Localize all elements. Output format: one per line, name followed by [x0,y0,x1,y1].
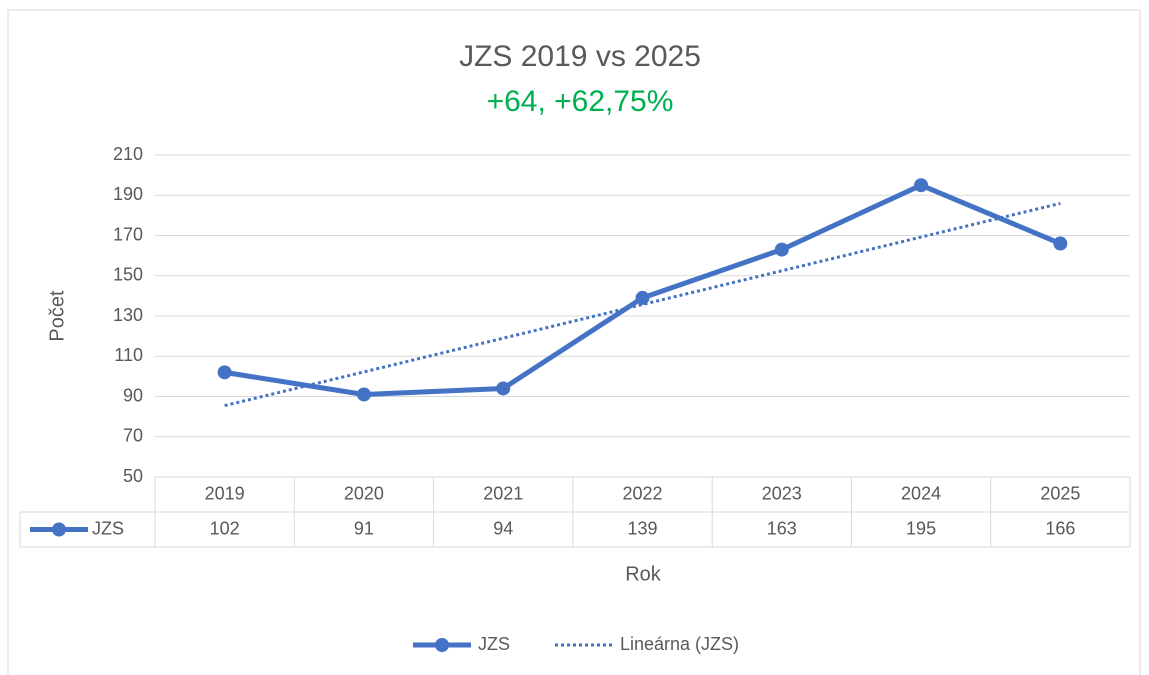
point [496,381,511,396]
x-tick-label: 2019 [205,483,245,503]
table-value: 91 [354,518,374,538]
chart-subtitle: +64, +62,75% [487,85,674,118]
x-axis-label: Rok [625,563,662,585]
y-tick-label: 150 [113,265,143,285]
y-axis-label: Počet [46,290,68,342]
y-tick-label: 170 [113,224,143,244]
y-tick-label: 90 [123,385,143,405]
y-tick-label: 50 [123,466,143,486]
trendline [224,201,1061,408]
x-tick-label: 2023 [762,483,802,503]
chart-title: JZS 2019 vs 2025 [459,40,701,73]
table-value: 139 [627,518,657,538]
table-value: 195 [906,518,936,538]
x-tick-label: 2024 [901,483,941,503]
y-tick-label: 190 [113,184,143,204]
x-tick-label: 2025 [1040,483,1080,503]
y-tick-label: 130 [113,305,143,325]
point [356,387,371,402]
point [1053,236,1068,251]
table-value: 102 [210,518,240,538]
table-series-name: JZS [92,518,124,538]
y-tick-label: 210 [113,144,143,164]
legend-label: Lineárna (JZS) [620,634,739,654]
point [217,365,232,380]
table-value: 94 [493,518,513,538]
point [774,242,789,257]
table-value: 166 [1045,518,1075,538]
x-tick-label: 2021 [483,483,523,503]
legend-key-marker [435,638,449,652]
table-value: 163 [767,518,797,538]
x-tick-label: 2022 [622,483,662,503]
y-tick-label: 70 [123,426,143,446]
y-tick-label: 110 [114,345,143,365]
legend-label: JZS [478,634,510,654]
legend-key-marker [52,522,66,537]
point [914,178,929,193]
point [635,290,650,305]
x-tick-label: 2020 [344,483,384,503]
